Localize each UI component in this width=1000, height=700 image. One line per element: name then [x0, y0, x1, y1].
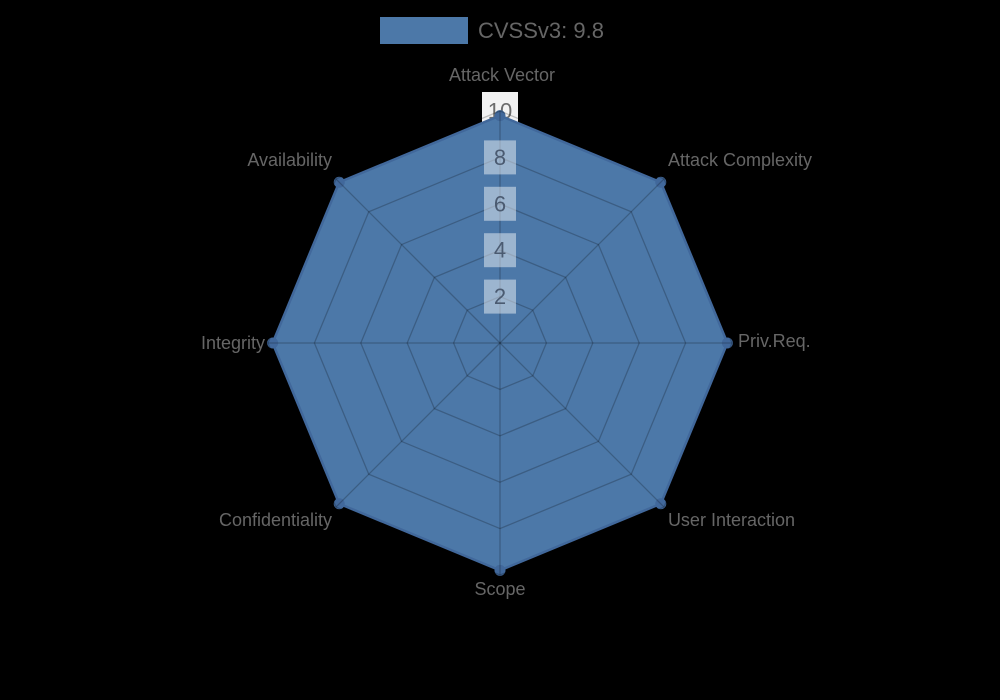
axis-spoke — [499, 342, 665, 508]
axis-label-attack-complexity: Attack Complexity — [668, 150, 812, 170]
tick-label-4: 4 — [494, 238, 506, 263]
data-point-marker — [655, 498, 667, 510]
tick-label-box-8 — [484, 140, 516, 175]
axis-spoke — [499, 178, 665, 344]
tick-label-2: 2 — [494, 284, 506, 309]
data-point-marker — [655, 176, 667, 188]
axis-spoke — [335, 342, 501, 508]
grid-ring — [406, 249, 594, 437]
grid-ring — [452, 295, 548, 391]
data-point-marker — [721, 337, 733, 349]
axis-label-attack-vector: Attack Vector — [449, 65, 555, 85]
data-point-marker — [494, 564, 506, 576]
data-point-marker — [333, 176, 345, 188]
tick-label-box-4 — [484, 233, 516, 268]
tick-label-8: 8 — [494, 145, 506, 170]
grid-ring — [360, 203, 640, 483]
axis-label-confidentiality: Confidentiality — [219, 510, 332, 530]
axis-label-scope: Scope — [474, 579, 525, 599]
axis-label-integrity: Integrity — [201, 333, 265, 353]
data-point-marker — [267, 337, 279, 349]
data-point-marker — [494, 110, 506, 122]
data-point-marker — [333, 498, 345, 510]
tick-label-6: 6 — [494, 191, 506, 216]
grid-ring — [313, 156, 687, 530]
grid-ring — [267, 110, 733, 576]
axis-label-user-interaction: User Interaction — [668, 510, 795, 530]
tick-label-box-6 — [484, 186, 516, 221]
axis-label-availability: Availability — [247, 150, 332, 170]
tick-label-box-2 — [484, 279, 516, 314]
axis-spoke — [335, 178, 501, 344]
axis-label-priv-req: Priv.Req. — [738, 331, 811, 351]
